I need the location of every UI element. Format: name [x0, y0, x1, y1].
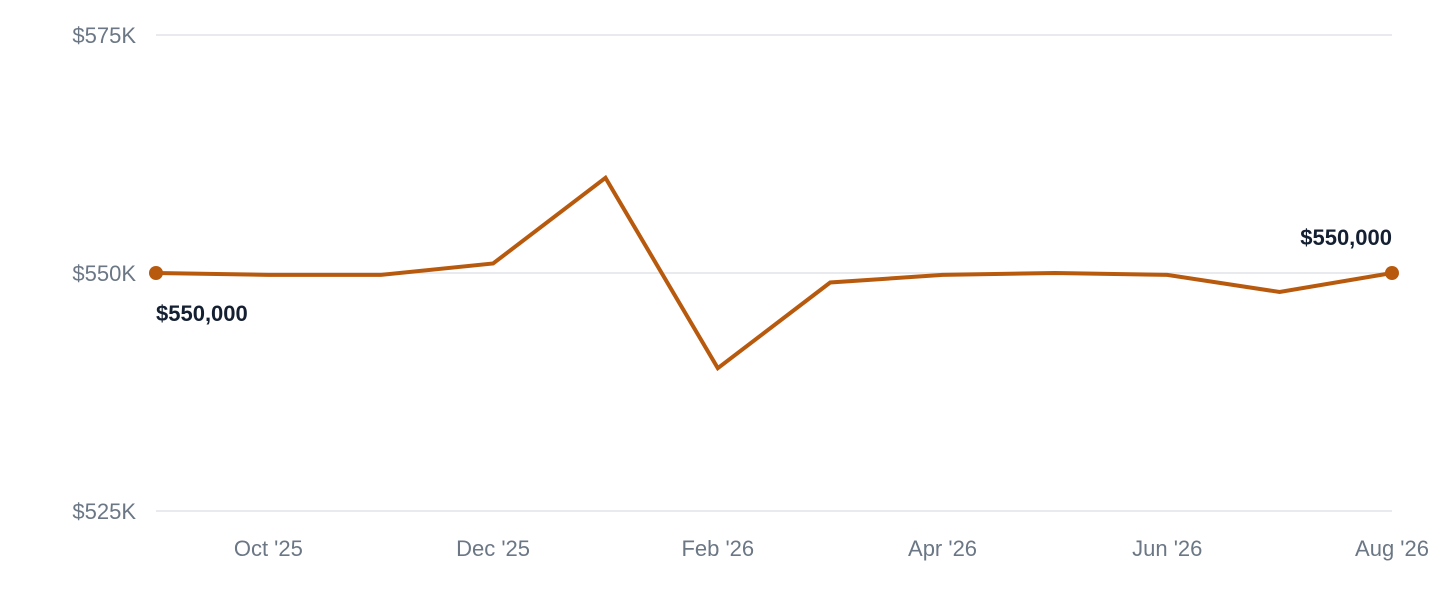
endpoint-markers [149, 266, 1399, 280]
x-tick-label: Apr '26 [908, 536, 977, 561]
end-value-label: $550,000 [1300, 225, 1392, 250]
y-tick-label: $525K [72, 499, 136, 524]
start-point-marker [149, 266, 163, 280]
x-axis-ticks: Oct '25 Dec '25 Feb '26 Apr '26 Jun '26 Aug '… [234, 536, 1429, 561]
series-line [154, 174, 1394, 372]
end-point-marker [1385, 266, 1399, 280]
data-labels: $550,000 $550,000 [156, 225, 1392, 326]
x-tick-label: Dec '25 [456, 536, 530, 561]
x-tick-label: Jun '26 [1132, 536, 1202, 561]
series-layer [154, 174, 1394, 372]
x-tick-label: Feb '26 [681, 536, 754, 561]
y-axis-ticks: $575K $550K $525K [72, 23, 136, 524]
y-tick-label: $550K [72, 261, 136, 286]
x-tick-label: Aug '26 [1355, 536, 1429, 561]
start-value-label: $550,000 [156, 301, 248, 326]
y-tick-label: $575K [72, 23, 136, 48]
x-tick-label: Oct '25 [234, 536, 303, 561]
